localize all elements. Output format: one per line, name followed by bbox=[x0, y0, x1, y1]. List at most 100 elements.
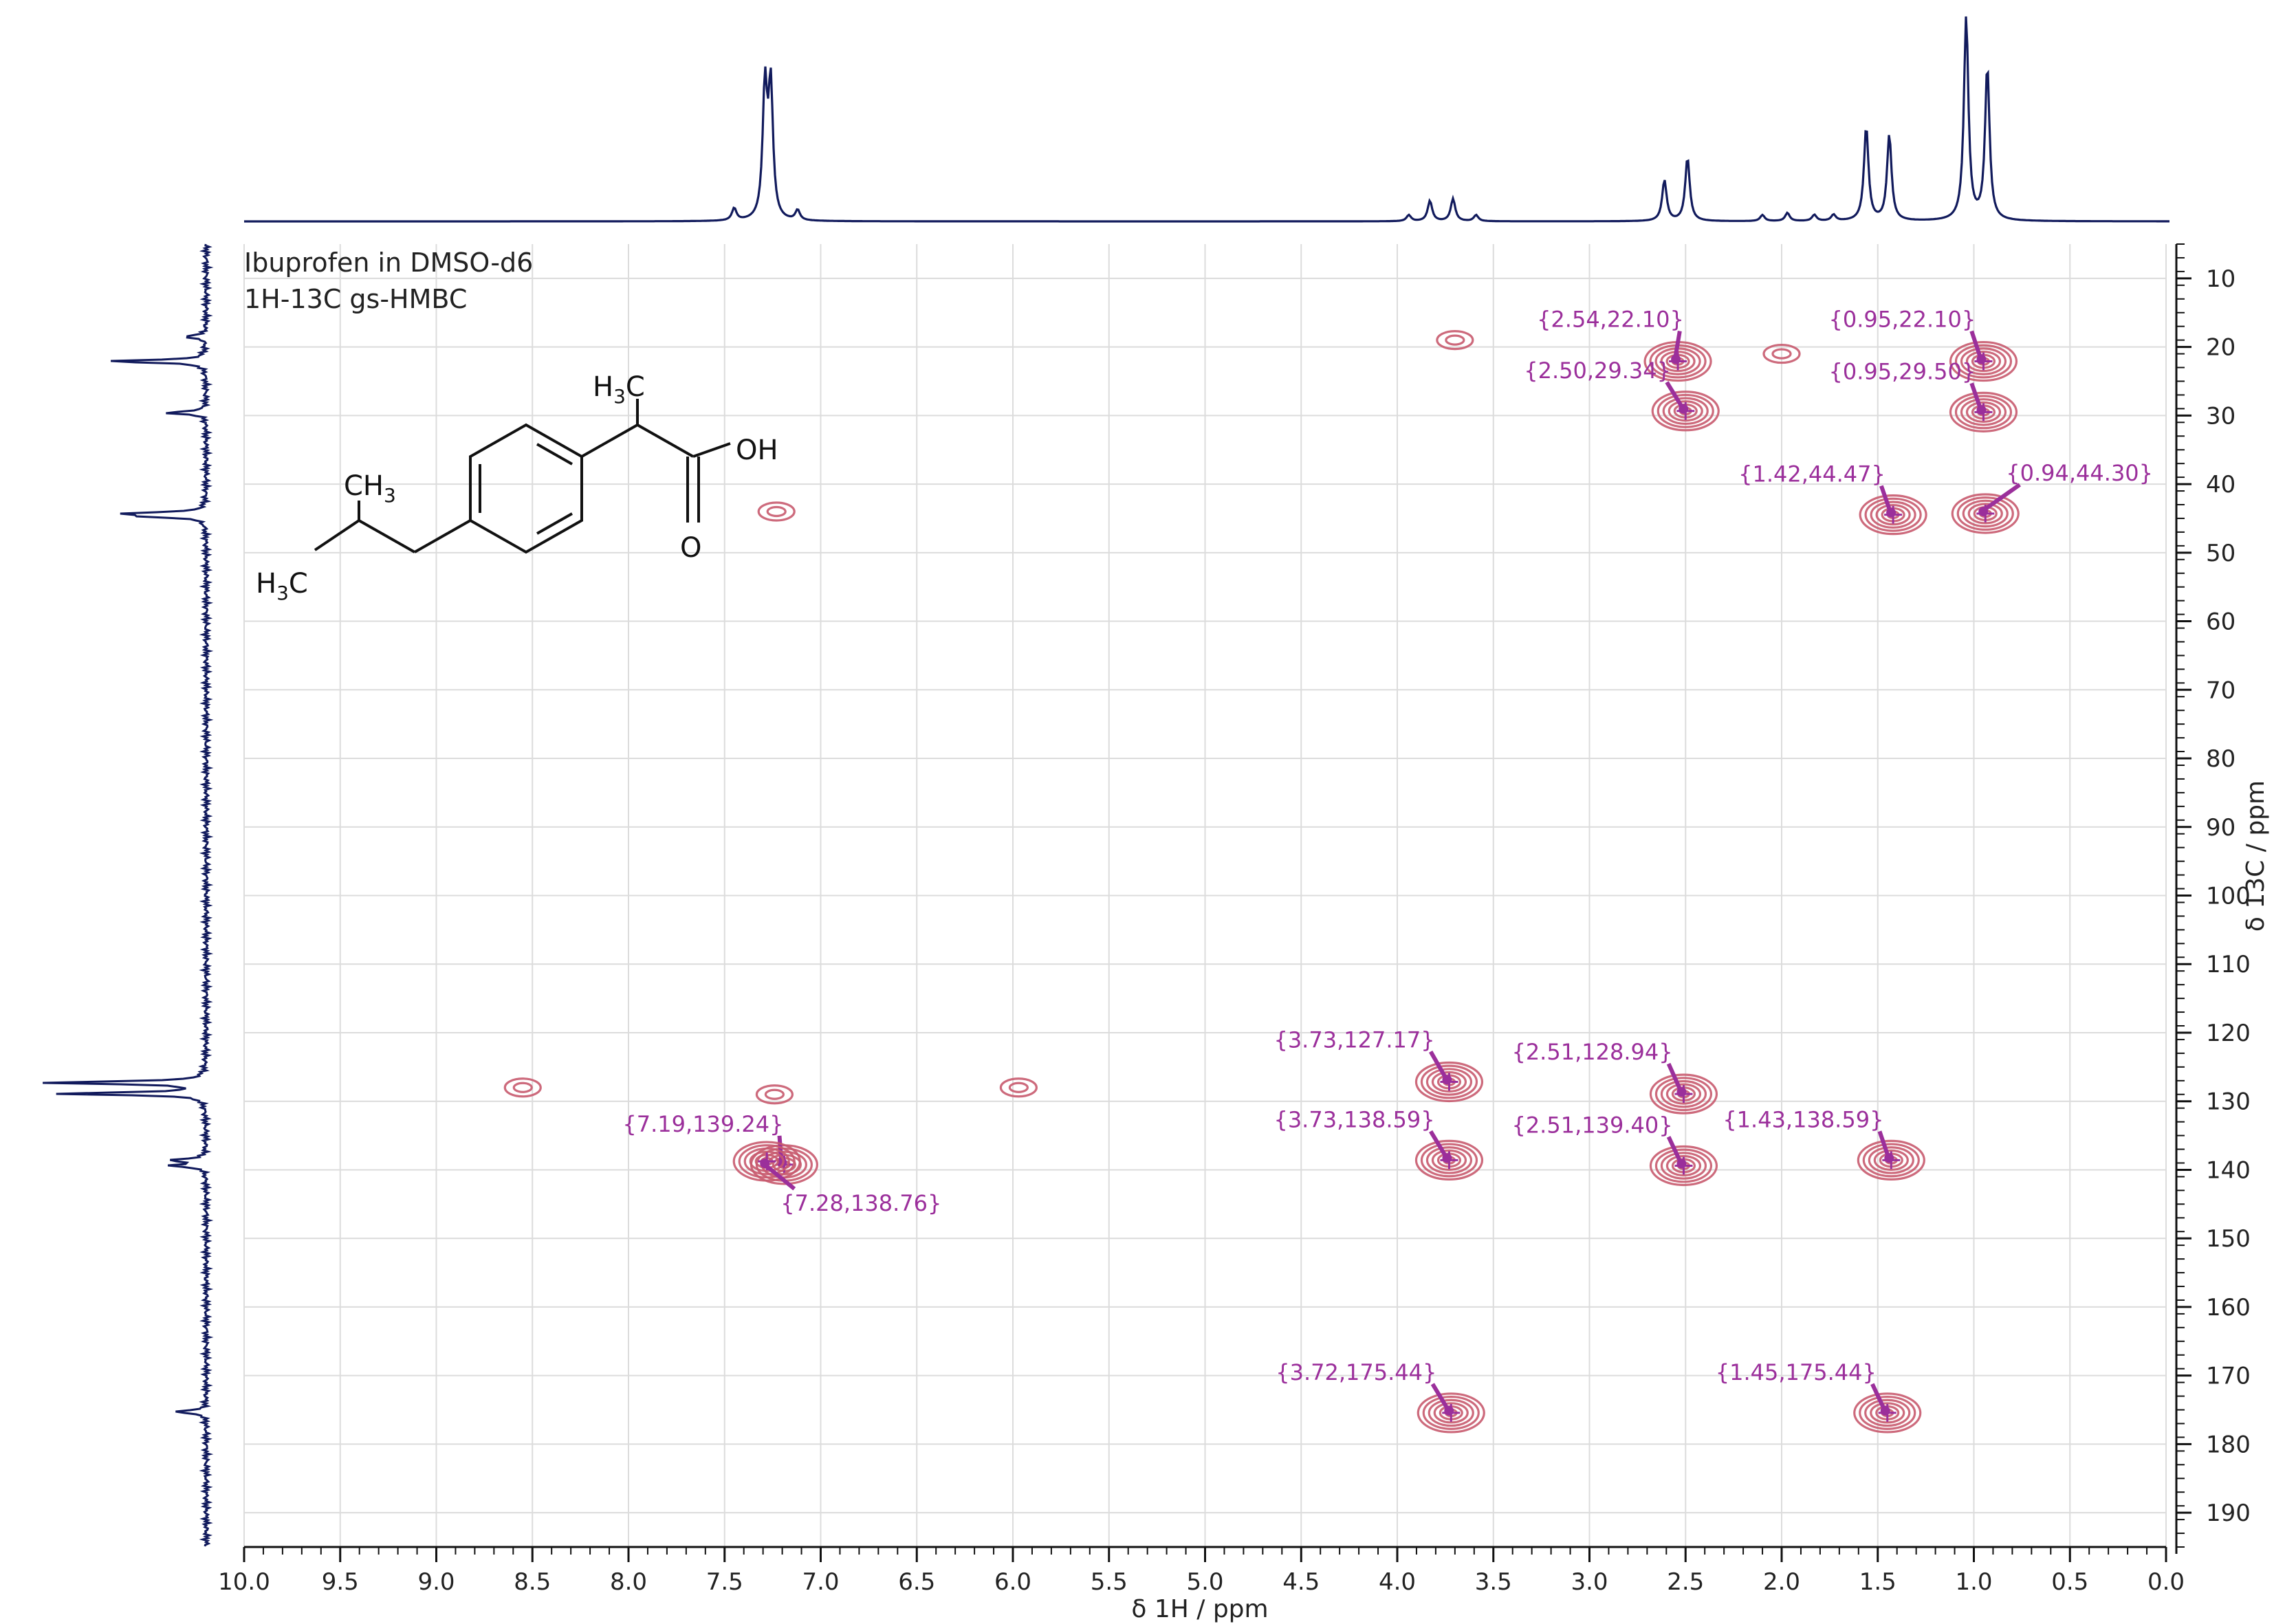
label-h3c-top: H3C bbox=[593, 371, 645, 408]
x-tick-label: 9.5 bbox=[322, 1568, 359, 1596]
hmbc-peak: {2.54,22.10} bbox=[1537, 307, 1712, 382]
contour-ring bbox=[764, 1088, 785, 1100]
peak-label: {2.51,139.40} bbox=[1511, 1112, 1672, 1138]
contour-ring bbox=[999, 1077, 1038, 1098]
artifact-contours bbox=[503, 330, 1801, 1105]
peak-label: {2.54,22.10} bbox=[1537, 307, 1684, 333]
y-tick-label: 120 bbox=[2206, 1020, 2251, 1047]
peak-label: {2.50,29.34} bbox=[1524, 358, 1671, 384]
contour-ring bbox=[1864, 497, 1922, 532]
ibuprofen-structure bbox=[314, 399, 731, 554]
x-tick-label: 4.5 bbox=[1282, 1568, 1320, 1596]
x-tick-label: 9.0 bbox=[417, 1568, 455, 1596]
contour-ring bbox=[1956, 496, 2014, 531]
chart-subtitle: 1H-13C gs-HMBC bbox=[244, 284, 467, 314]
y-tick-label: 20 bbox=[2206, 334, 2235, 362]
contour-ring bbox=[1771, 348, 1792, 360]
contour-ring bbox=[1859, 494, 1927, 536]
peak-label: {7.28,138.76} bbox=[780, 1190, 941, 1216]
contour-ring bbox=[1651, 391, 1720, 432]
label-o: O bbox=[680, 532, 701, 564]
contour-ring bbox=[1436, 330, 1474, 351]
artifact-contour bbox=[1436, 330, 1474, 351]
peak-label: {2.51,128.94} bbox=[1511, 1039, 1672, 1065]
proton-trace bbox=[244, 16, 2169, 223]
x-tick-label: 2.0 bbox=[1763, 1568, 1800, 1596]
peak-arrow-head bbox=[1976, 405, 1987, 415]
x-tick-label: 3.5 bbox=[1475, 1568, 1512, 1596]
contour-ring bbox=[1660, 1152, 1707, 1180]
contour-ring bbox=[1873, 1149, 1909, 1171]
peak-label: {0.94,44.30} bbox=[2006, 460, 2153, 486]
peak-arrow-head bbox=[1886, 507, 1896, 518]
peak-label: {7.19,139.24} bbox=[622, 1111, 783, 1137]
carbon-trace bbox=[43, 243, 214, 1547]
peak-label: {1.43,138.59} bbox=[1723, 1106, 1883, 1132]
peak-label: {3.73,138.59} bbox=[1273, 1106, 1434, 1132]
peak-arrow-head bbox=[1671, 354, 1681, 364]
bond-ring-ch2 bbox=[414, 519, 471, 553]
contour-ring bbox=[1962, 499, 2009, 528]
contour-ring bbox=[743, 1147, 790, 1176]
peak-arrow bbox=[1666, 1136, 1683, 1164]
y-tick-label: 150 bbox=[2206, 1225, 2251, 1253]
peak-arrow bbox=[1673, 331, 1682, 360]
x-tick-label: 0.0 bbox=[2147, 1568, 2185, 1596]
hmbc-peak: {3.73,127.17} bbox=[1273, 1027, 1484, 1103]
peak-arrow bbox=[1665, 381, 1685, 410]
peak-arrow-head bbox=[1884, 1153, 1894, 1163]
contour-ring bbox=[1864, 1398, 1911, 1427]
hmbc-peak: {0.94,44.30} bbox=[1951, 460, 2153, 534]
contour-ring bbox=[1662, 397, 1709, 426]
contour-ring bbox=[757, 501, 796, 522]
bond-ch-h3c bbox=[314, 519, 360, 551]
peak-contour bbox=[1414, 1061, 1484, 1103]
y-tick-label: 30 bbox=[2206, 402, 2235, 430]
peak-arrow bbox=[1428, 1050, 1449, 1080]
contour-ring bbox=[1425, 1146, 1473, 1174]
peak-arrow bbox=[1429, 1130, 1449, 1159]
peak-arrow bbox=[1969, 330, 1983, 360]
contour-ring bbox=[1660, 1079, 1707, 1108]
contour-ring bbox=[1862, 1143, 1920, 1178]
carbon-projection bbox=[43, 243, 214, 1547]
y-tick-label: 10 bbox=[2206, 265, 2235, 293]
y-tick-label: 90 bbox=[2206, 814, 2235, 842]
contour-ring bbox=[1420, 1064, 1478, 1099]
peak-label: {0.95,22.10} bbox=[1828, 307, 1976, 333]
hmbc-peak: {1.45,175.44} bbox=[1716, 1359, 1922, 1434]
label-h3c-left: H3C bbox=[256, 568, 308, 604]
contour-ring bbox=[1649, 1073, 1718, 1115]
molecule-labels: H3C OH O CH3 H3C bbox=[256, 371, 778, 604]
peak-label: {3.72,175.44} bbox=[1276, 1359, 1436, 1385]
contour-ring bbox=[1853, 1392, 1922, 1434]
peak-contour bbox=[1857, 1139, 1925, 1181]
contour-ring bbox=[1762, 343, 1801, 364]
peak-arrow-head bbox=[1978, 506, 1989, 516]
peak-label: {1.45,175.44} bbox=[1716, 1359, 1877, 1385]
y-tick-label: 110 bbox=[2206, 951, 2251, 978]
peak-arrow bbox=[1981, 483, 2021, 513]
peak-label: {1.42,44.47} bbox=[1738, 461, 1885, 487]
peak-arrow bbox=[1877, 1130, 1891, 1159]
axes: 10.0 9.5 9.0 8.5 8.0 7.5 7.0 6.5 6.0 5.5 5.0 4.5 4.0… bbox=[218, 243, 2251, 1596]
contour-ring bbox=[1868, 1146, 1914, 1174]
contour-ring bbox=[1420, 1143, 1478, 1178]
x-tick-label: 4.0 bbox=[1379, 1568, 1416, 1596]
x-tick-label: 8.5 bbox=[514, 1568, 551, 1596]
benzene-ring bbox=[469, 423, 583, 554]
bond-ch2-ch bbox=[358, 519, 415, 553]
bond-ring-ch bbox=[581, 424, 638, 458]
hmbc-peak: {2.50,29.34} bbox=[1524, 358, 1720, 432]
hmbc-peak: {7.28,138.76} bbox=[732, 1141, 941, 1216]
artifact-contour bbox=[755, 1084, 794, 1105]
peak-arrow-head bbox=[1976, 354, 1987, 364]
hmbc-peak: {0.95,22.10} bbox=[1828, 307, 2018, 382]
contour-ring bbox=[1665, 1154, 1702, 1177]
x-tick-label: 0.5 bbox=[2051, 1568, 2088, 1596]
x-tick-label: 8.0 bbox=[610, 1568, 647, 1596]
peak-arrow bbox=[1879, 485, 1892, 513]
contour-ring bbox=[755, 1084, 794, 1105]
contour-ring bbox=[1431, 1149, 1467, 1171]
